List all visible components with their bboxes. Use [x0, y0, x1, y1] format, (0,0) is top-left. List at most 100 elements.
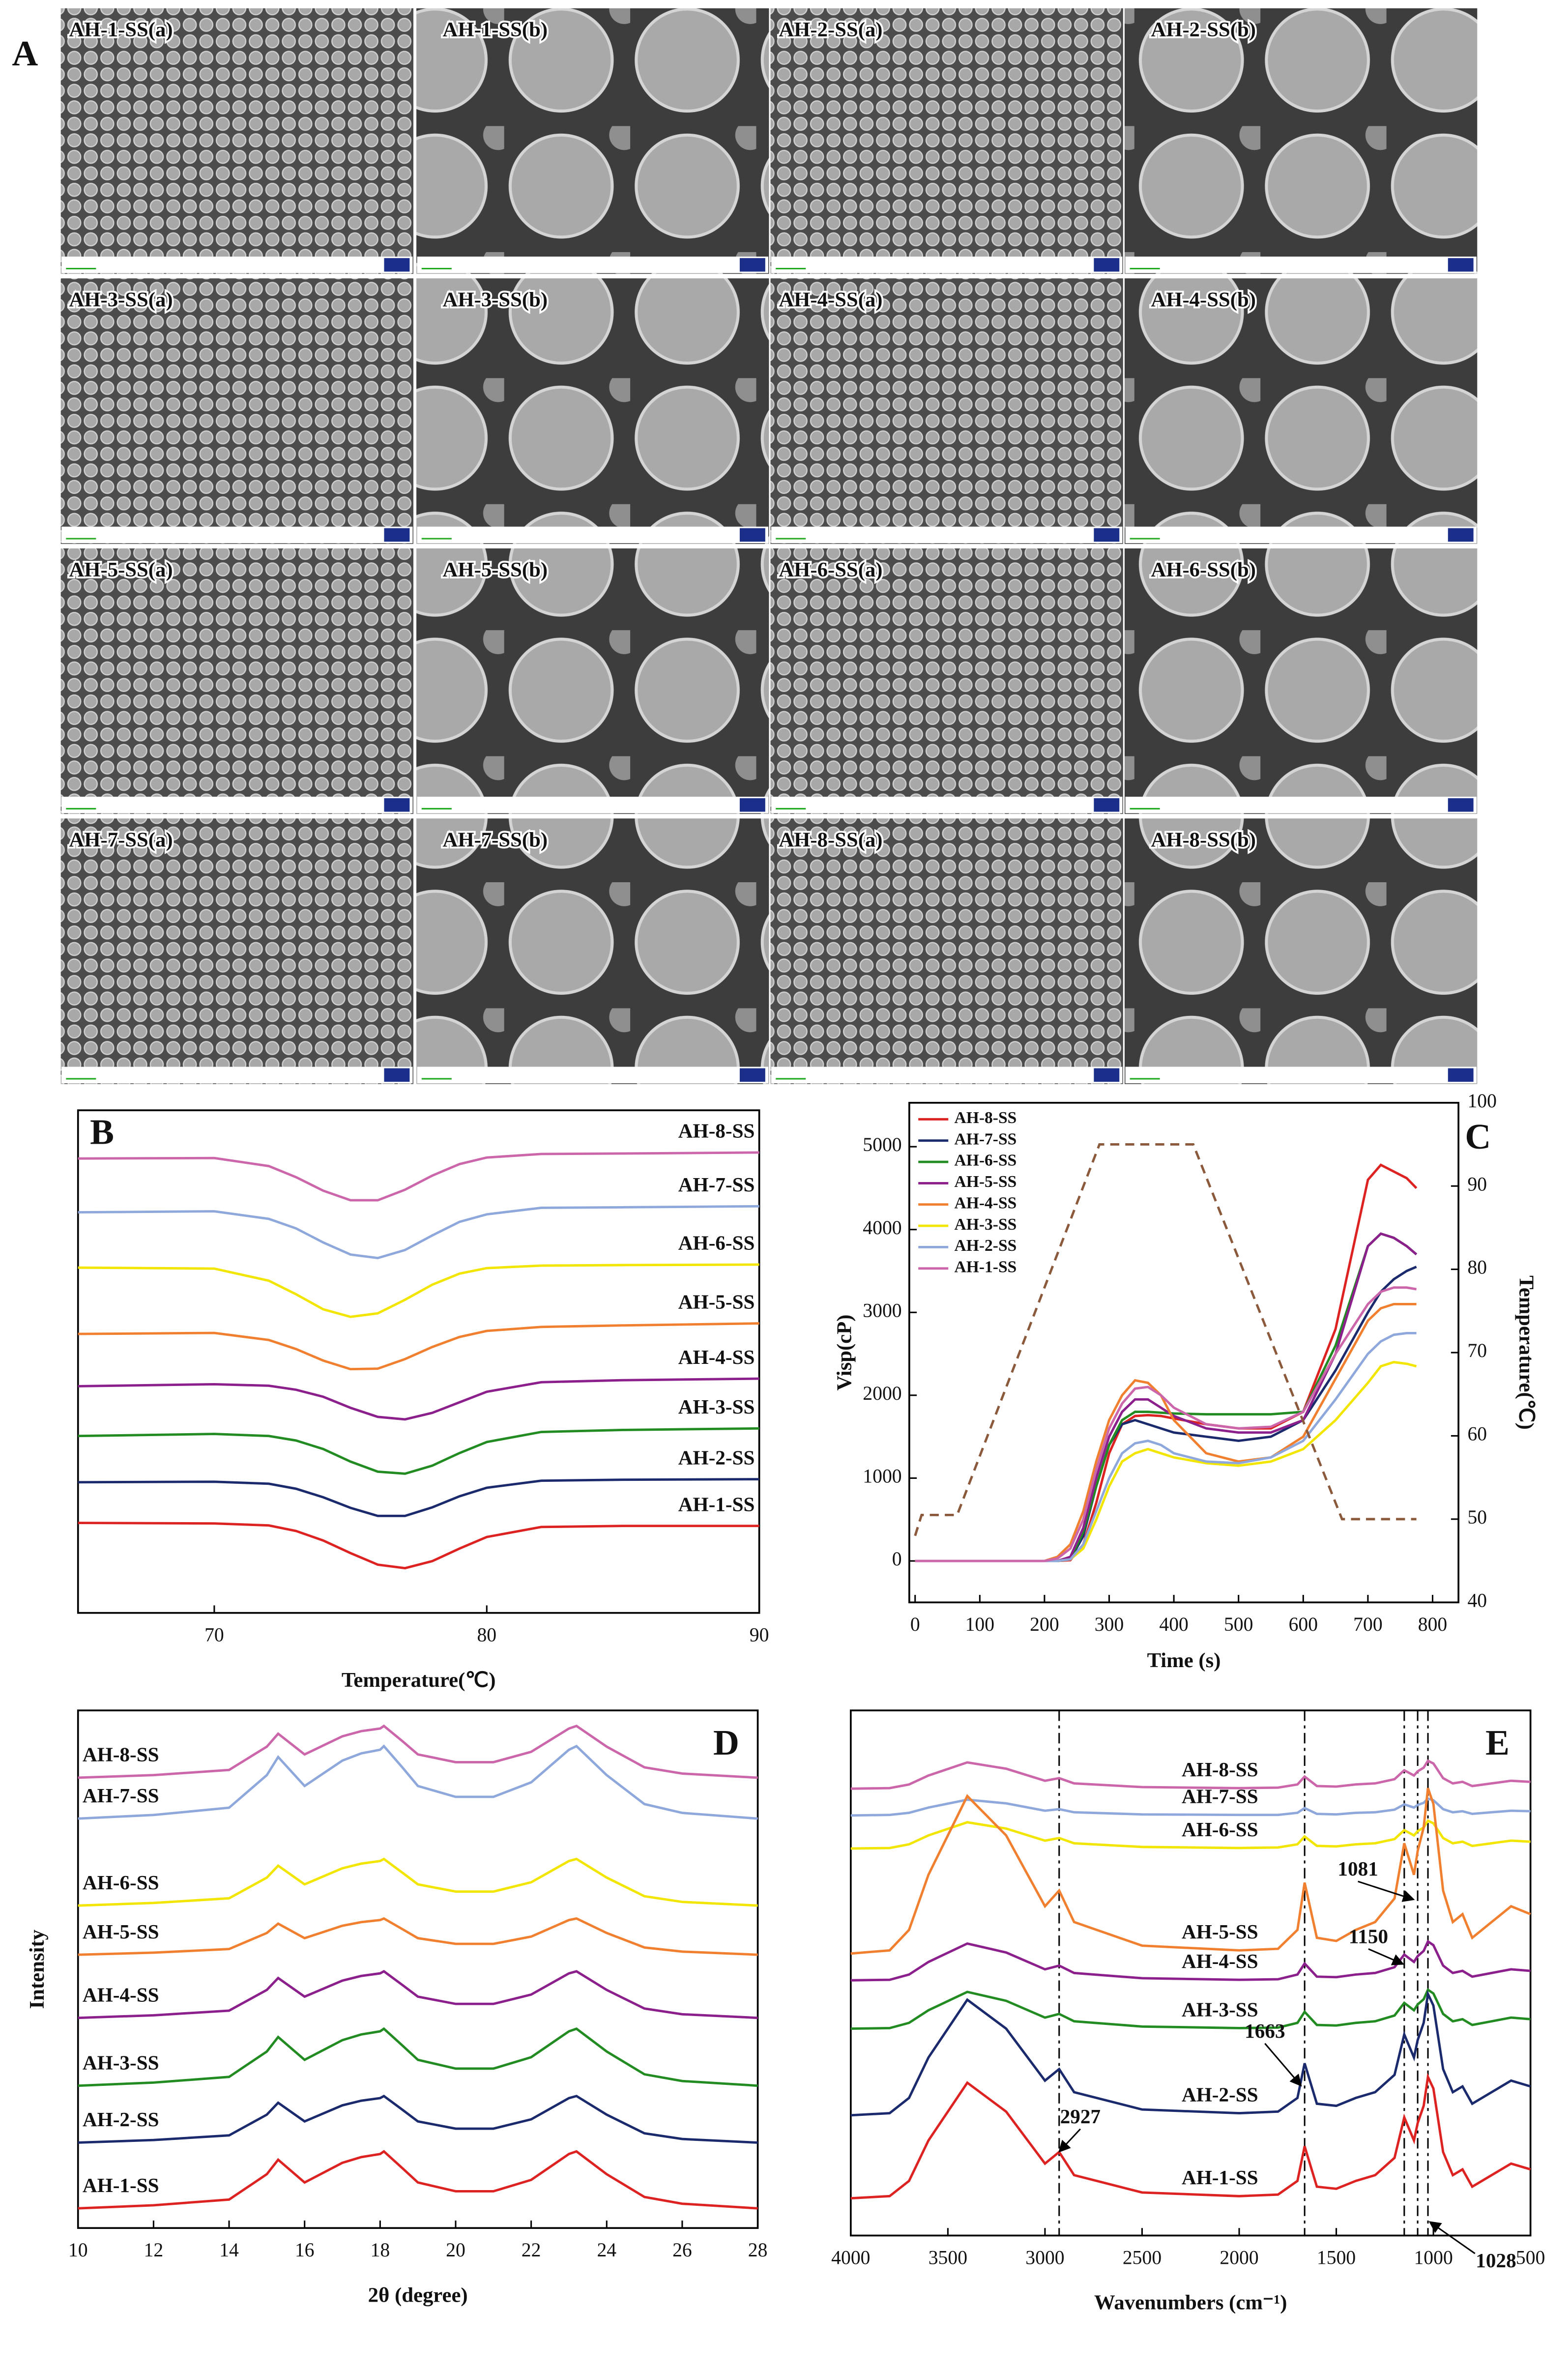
- y-axis-title: Intensity: [26, 1930, 49, 2009]
- x-axis-title: Temperature(℃): [342, 1669, 496, 1692]
- series-line: [850, 1988, 1531, 2030]
- series-line: [915, 1286, 1417, 1562]
- info-bar: [1125, 526, 1477, 544]
- x-tick-label: 24: [597, 2239, 616, 2261]
- sem-image: [415, 547, 771, 816]
- series-line: [78, 1427, 759, 1475]
- x-tick-label: 70: [204, 1624, 224, 1646]
- series-line: [78, 1322, 759, 1371]
- panel-label: D: [713, 1723, 739, 1762]
- series-label: AH-7-SS: [678, 1173, 755, 1196]
- y2-tick-label: 70: [1467, 1340, 1487, 1361]
- legend-label: AH-8-SS: [954, 1109, 1016, 1127]
- sem-label: AH-5-SS(a): [69, 558, 173, 581]
- series-label: AH-3-SS: [678, 1395, 755, 1418]
- x-tick-label: 14: [219, 2239, 239, 2261]
- logo: [384, 258, 410, 272]
- x-tick-label: 100: [965, 1614, 995, 1635]
- logo: [1448, 798, 1474, 812]
- annotation-arrow: [1428, 2221, 1476, 2254]
- series-line: [850, 1759, 1531, 1790]
- logo: [1094, 258, 1120, 272]
- x-tick-label: 1000: [1414, 2247, 1452, 2268]
- legend-label: AH-4-SS: [954, 1194, 1016, 1212]
- plot-frame: [77, 1709, 759, 2229]
- info-bar: [417, 526, 768, 544]
- y2-tick-label: 50: [1467, 1506, 1487, 1528]
- series-label: AH-7-SS: [83, 1784, 159, 1807]
- y-axis-title: Visp(cP): [833, 1315, 856, 1391]
- legend-label: AH-2-SS: [954, 1237, 1016, 1255]
- x-tick-label: 80: [477, 1624, 496, 1646]
- y2-tick-label: 100: [1467, 1090, 1497, 1112]
- sem-image: [1123, 547, 1479, 816]
- series-line: [78, 1969, 758, 2020]
- x-tick-label: 1500: [1317, 2247, 1356, 2268]
- x-tick-label: 10: [68, 2239, 88, 2261]
- series-label: AH-6-SS: [678, 1232, 755, 1254]
- logo: [1448, 258, 1474, 272]
- sem-label: AH-3-SS(b): [443, 288, 548, 311]
- series-line: [850, 1939, 1531, 1982]
- series-line: [914, 1143, 1417, 1536]
- x-tick-label: 16: [295, 2239, 315, 2261]
- sem-label: AH-1-SS(a): [69, 18, 173, 41]
- legend-label: AH-7-SS: [954, 1130, 1016, 1148]
- x-tick-label: 0: [910, 1614, 920, 1635]
- y2-tick-label: 90: [1467, 1173, 1487, 1195]
- series-label: AH-2-SS: [83, 2108, 159, 2131]
- x-tick-label: 300: [1095, 1614, 1124, 1635]
- series-line: [78, 1263, 759, 1318]
- annotation-arrow: [1368, 1948, 1405, 1965]
- plot-frame: [77, 1109, 760, 1614]
- series-label: AH-4-SS: [1182, 1950, 1258, 1972]
- series-label: AH-4-SS: [678, 1346, 755, 1368]
- series-line: [850, 1819, 1531, 1850]
- series-line: [78, 1857, 758, 1907]
- series-label: AH-2-SS: [1182, 2083, 1258, 2106]
- sem-image: [59, 6, 415, 276]
- series-line: [850, 1797, 1531, 1817]
- series-label: AH-4-SS: [83, 1983, 159, 2006]
- series-line: [850, 1788, 1531, 1955]
- legend-label: AH-5-SS: [954, 1173, 1016, 1191]
- x-axis-title: Time (s): [1147, 1649, 1221, 1672]
- x-tick-label: 800: [1418, 1614, 1448, 1635]
- info-bar: [771, 526, 1123, 544]
- series-line: [850, 1990, 1531, 2117]
- sem-label: AH-8-SS(a): [779, 828, 882, 851]
- x-tick-label: 26: [672, 2239, 692, 2261]
- x-tick-label: 90: [750, 1624, 769, 1646]
- y-tick-label: 4000: [863, 1217, 901, 1239]
- y-tick-label: 1000: [863, 1466, 901, 1487]
- annotation-label: 1150: [1349, 1925, 1388, 1948]
- x-tick-label: 18: [370, 2239, 390, 2261]
- sem-label: AH-2-SS(a): [779, 18, 882, 41]
- legend-label: AH-1-SS: [954, 1258, 1016, 1276]
- sem-image: [769, 277, 1125, 546]
- x-axis-title: 2θ (degree): [368, 2283, 468, 2307]
- sem-label: AH-2-SS(b): [1151, 18, 1256, 41]
- y-tick-label: 5000: [863, 1134, 901, 1155]
- logo: [739, 798, 765, 812]
- plot-frame: [850, 1709, 1532, 2237]
- sem-label: AH-6-SS(b): [1151, 558, 1256, 581]
- info-bar: [61, 1067, 413, 1084]
- sem-image: [769, 817, 1125, 1086]
- info-bar: [1125, 797, 1477, 813]
- logo: [739, 528, 765, 542]
- sem-label: AH-4-SS(a): [779, 288, 882, 311]
- sem-image: [415, 6, 771, 276]
- sem-label: AH-7-SS(a): [69, 828, 173, 851]
- series-label: AH-3-SS: [83, 2051, 159, 2074]
- series-line: [850, 2073, 1531, 2200]
- sem-image: [1123, 817, 1479, 1086]
- annotation-arrow: [1058, 2128, 1081, 2153]
- series-label: AH-1-SS: [1182, 2166, 1258, 2189]
- info-bar: [1125, 257, 1477, 273]
- x-tick-label: 20: [446, 2239, 465, 2261]
- annotation-label: 1028: [1476, 2249, 1516, 2272]
- sem-image: [1123, 277, 1479, 546]
- logo: [1448, 1068, 1474, 1082]
